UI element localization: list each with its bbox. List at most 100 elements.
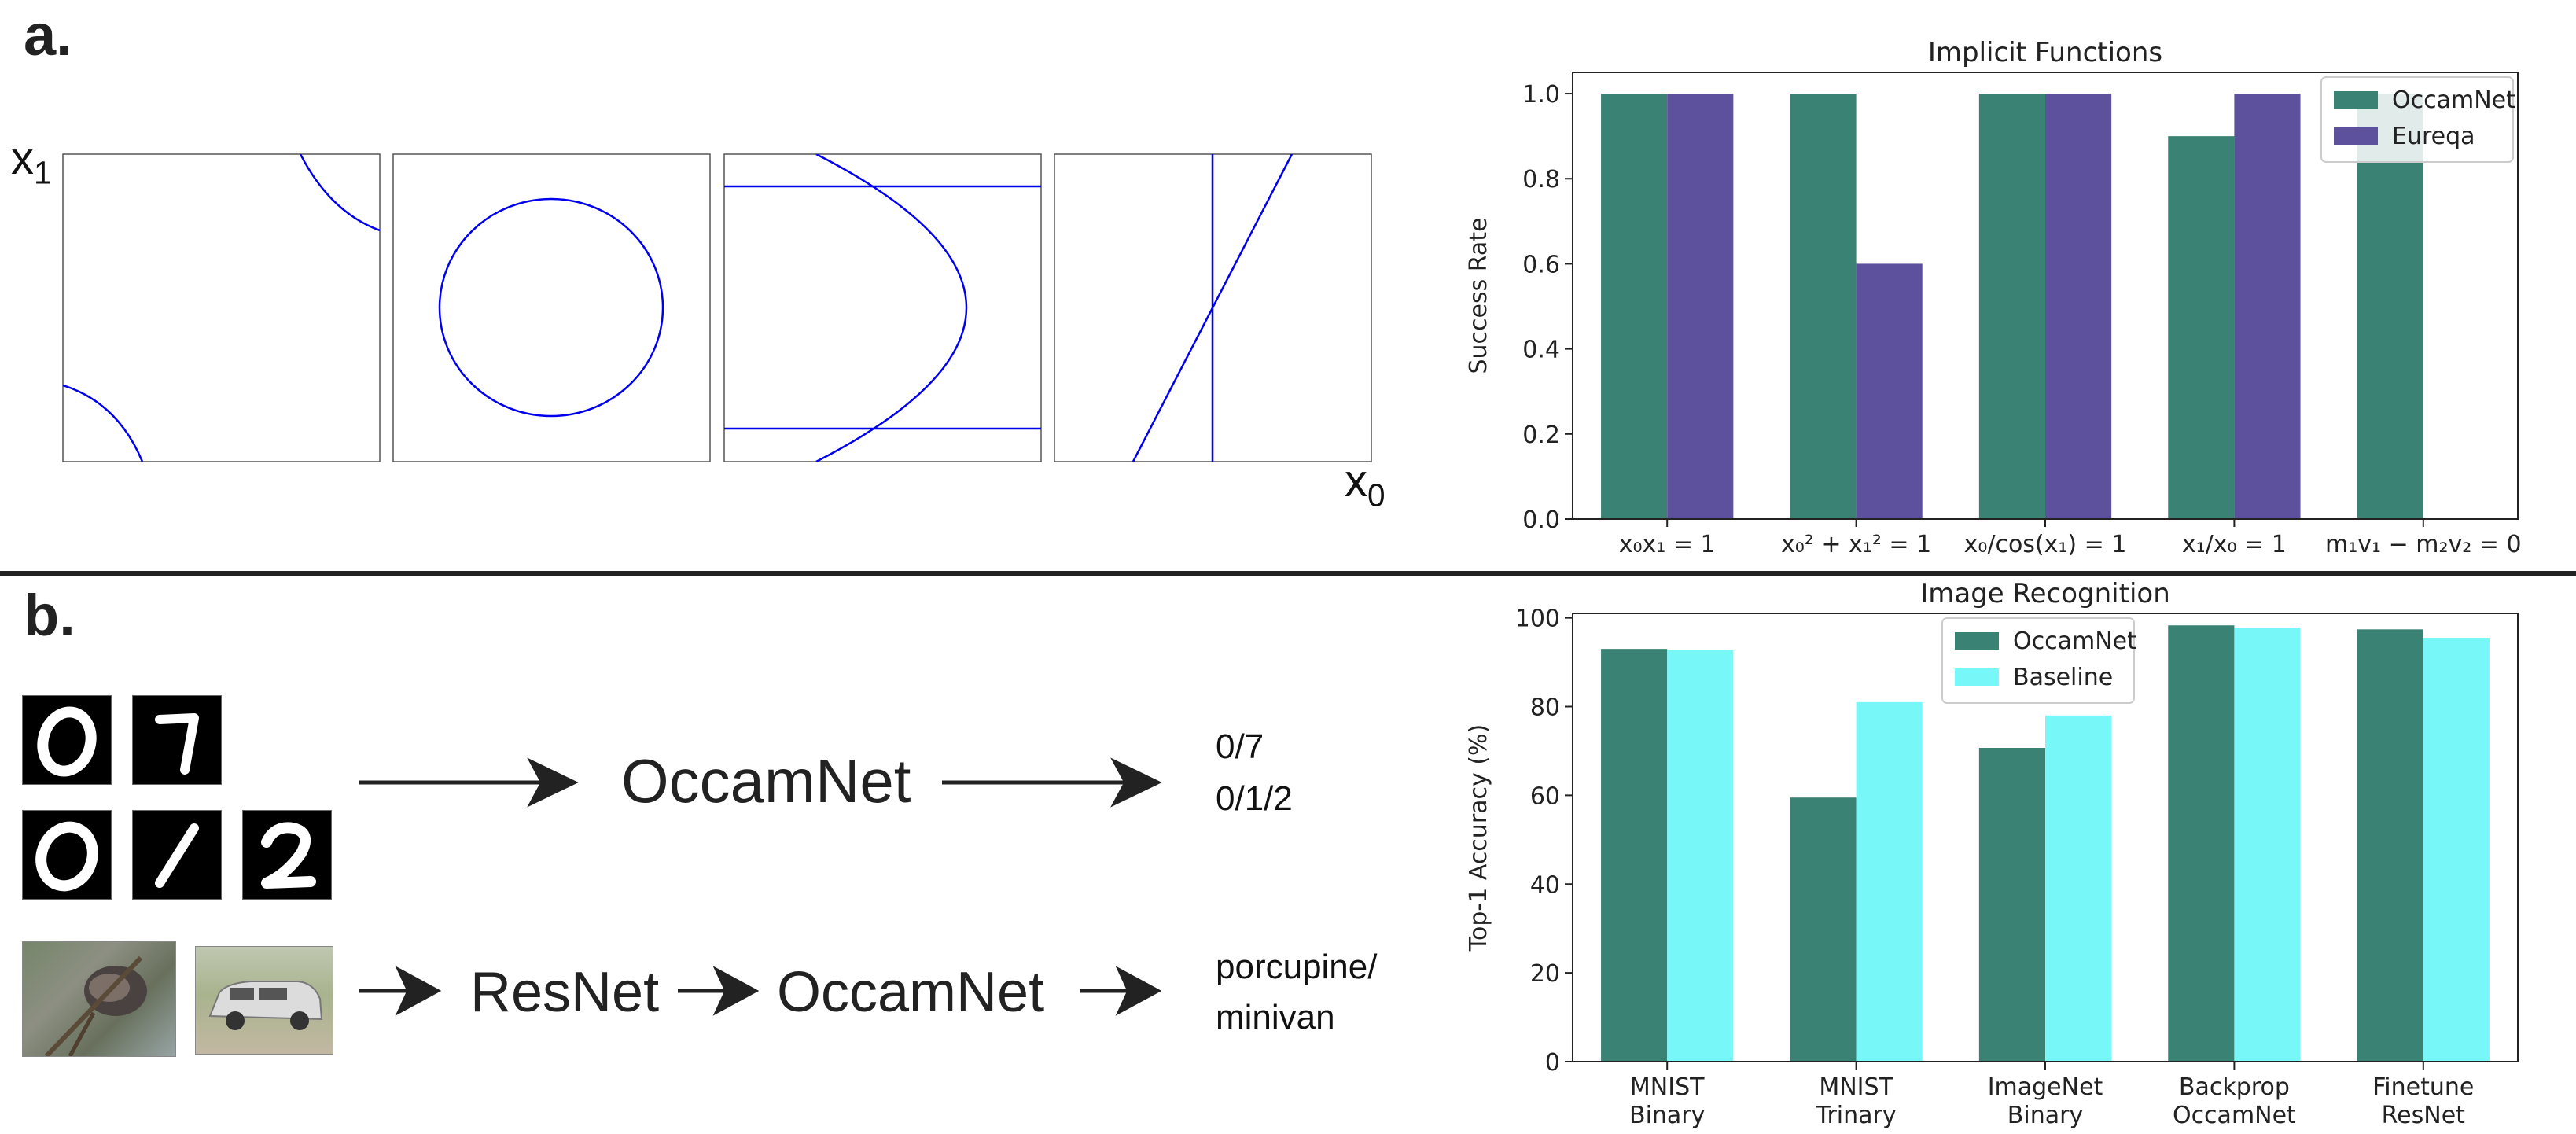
x-tick-label: MNIST — [1819, 1073, 1893, 1101]
legend-swatch — [1955, 632, 1999, 650]
bar-occamnet-3 — [2168, 625, 2235, 1062]
y-tick-label: 0.2 — [1522, 422, 1560, 449]
bar-baseline-4 — [2423, 638, 2490, 1062]
x-tick-label: x₀/cos(x₁) = 1 — [1964, 531, 2127, 558]
image-recognition-chart: Image Recognition Top-1 Accuracy (%) 0 20 40… — [1465, 578, 2519, 1129]
bar-eureqa-2 — [2045, 94, 2112, 520]
imagenet-occamnet-label: OccamNet — [777, 961, 1045, 1024]
chart-legend: OccamNet Baseline — [1941, 617, 2136, 704]
imagenet-arrow-1-head — [395, 966, 442, 1016]
mnist-output-1: 0/7 — [1216, 727, 1264, 766]
y-tick-label: 0.8 — [1522, 166, 1560, 193]
x-tick-label: MNIST — [1630, 1073, 1705, 1101]
chart-title: Implicit Functions — [1928, 37, 2162, 68]
axis-x0-var: x — [1345, 455, 1367, 506]
y-tick-label: 100 — [1515, 606, 1560, 633]
implicit-plot-2-circle — [438, 197, 664, 418]
y-tick-label: 1.0 — [1522, 81, 1560, 109]
bar-occamnet-4 — [2357, 629, 2423, 1062]
x-tick-label: ResNet — [2382, 1102, 2465, 1129]
bar-baseline-0 — [1667, 650, 1734, 1062]
imagenet-arrow-2-head — [712, 966, 760, 1016]
implicit-plot-3-frame — [723, 153, 1042, 462]
porcupine-photo — [22, 941, 176, 1059]
mnist-arrow-2-head — [1110, 757, 1162, 808]
chart-legend: OccamNet Eureqa — [2320, 76, 2515, 163]
implicit-functions-chart: Implicit Functions Success Rate 0.0 0.2 0.4 0… — [1465, 37, 2522, 558]
bar-eureqa-1 — [1856, 263, 1923, 519]
bar-eureqa-0 — [1667, 94, 1734, 520]
imagenet-output-2: minivan — [1216, 998, 1335, 1036]
axis-x1-sub: 1 — [34, 154, 52, 191]
legend-label: OccamNet — [2013, 628, 2136, 655]
panel-b-label: b. — [24, 583, 75, 648]
legend-swatch — [1955, 668, 1999, 686]
axis-x1-var: x — [11, 133, 34, 184]
bar-occamnet-0 — [1601, 649, 1668, 1062]
x-tick-label: x₁/x₀ = 1 — [2182, 531, 2287, 558]
bar-occamnet-2 — [1978, 748, 2045, 1062]
legend-label: Baseline — [2013, 664, 2113, 691]
y-tick-label: 60 — [1530, 782, 1560, 810]
mnist-flow-arrows — [359, 757, 1162, 1016]
legend-label: Eureqa — [2392, 123, 2475, 150]
x-tick-label: Backprop — [2179, 1073, 2290, 1101]
y-tick-label: 0.6 — [1522, 251, 1560, 278]
axis-x1-label: x1 — [11, 132, 52, 192]
mnist-occamnet-label: OccamNet — [621, 746, 911, 816]
implicit-plot-1-frame — [62, 153, 381, 462]
axis-x0-label: x0 — [1345, 455, 1386, 514]
mnist-arrow-1-head — [527, 757, 579, 808]
y-tick-label: 40 — [1530, 871, 1560, 899]
legend-swatch — [2334, 91, 2378, 109]
x-tick-label: Finetune — [2372, 1073, 2474, 1101]
implicit-plot-2-frame — [392, 153, 711, 462]
x-tick-label: x₀² + x₁² = 1 — [1781, 531, 1931, 558]
imagenet-output-1: porcupine/ — [1216, 948, 1378, 986]
y-tick-label: 80 — [1530, 694, 1560, 722]
bar-occamnet-0 — [1601, 94, 1668, 520]
mnist-digit-thumb — [242, 810, 332, 900]
legend-label: OccamNet — [2392, 87, 2515, 114]
mnist-digit-thumb — [132, 695, 222, 785]
y-axis-label: Success Rate — [1465, 217, 1492, 374]
y-tick-label: 0.4 — [1522, 337, 1560, 364]
mnist-digit-thumb — [132, 810, 222, 900]
mnist-output-2: 0/1/2 — [1216, 779, 1293, 818]
x-tick-label: OccamNet — [2173, 1102, 2296, 1129]
mnist-digit-thumb — [22, 810, 112, 900]
x-tick-label: Trinary — [1816, 1102, 1897, 1129]
y-axis-label: Top-1 Accuracy (%) — [1465, 724, 1492, 952]
panel-divider — [0, 571, 2576, 576]
mnist-digit-thumb — [22, 695, 112, 785]
panel-a-label: a. — [24, 2, 72, 68]
implicit-plot-4-diagonal — [1132, 154, 1294, 462]
bar-occamnet-2 — [1978, 94, 2045, 520]
implicit-function-plots — [62, 153, 1372, 462]
minivan-photo — [195, 946, 333, 1055]
y-tick-label: 20 — [1530, 960, 1560, 988]
x-tick-label: m₁v₁ − m₂v₂ = 0 — [2325, 531, 2522, 558]
chart-title: Image Recognition — [1920, 578, 2170, 609]
legend-swatch — [2334, 127, 2378, 145]
y-tick-label: 0.0 — [1522, 506, 1560, 534]
bar-occamnet-1 — [1790, 94, 1857, 520]
bar-baseline-3 — [2234, 628, 2301, 1062]
x-tick-label: Binary — [2007, 1102, 2083, 1129]
implicit-plot-3-curve — [815, 154, 967, 462]
imagenet-arrow-3-head — [1115, 966, 1162, 1016]
bar-occamnet-1 — [1790, 797, 1857, 1062]
bar-baseline-1 — [1856, 701, 1923, 1062]
x-tick-label: x₀x₁ = 1 — [1619, 531, 1716, 558]
bar-occamnet-4 — [2357, 94, 2423, 520]
bar-occamnet-3 — [2168, 136, 2235, 519]
implicit-plot-1-curve-a — [299, 154, 380, 232]
bar-baseline-2 — [2045, 715, 2112, 1062]
y-tick-label: 0 — [1545, 1049, 1560, 1077]
plot-frame — [1572, 613, 2519, 1062]
implicit-plot-1-curve-b — [63, 384, 144, 462]
axis-x0-sub: 0 — [1367, 477, 1386, 514]
bar-eureqa-3 — [2234, 94, 2301, 520]
plot-frame — [1572, 72, 2519, 520]
x-tick-label: ImageNet — [1988, 1073, 2103, 1101]
